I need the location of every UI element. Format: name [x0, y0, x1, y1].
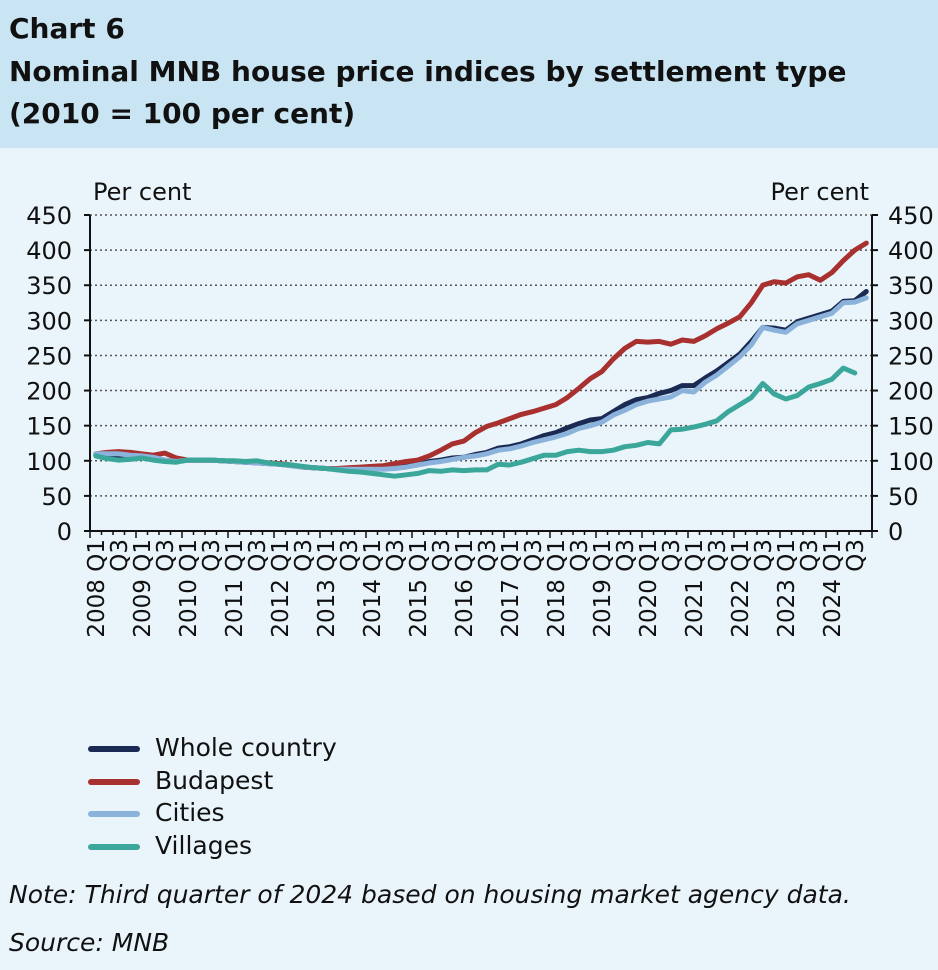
legend-label: Villages	[155, 830, 252, 860]
y-tick-label-left: 400	[26, 237, 72, 265]
x-tick-label: Q3	[337, 539, 363, 572]
y-tick-label-left: 100	[26, 448, 72, 476]
x-tick-label: Q3	[567, 539, 593, 572]
x-tick-label: Q3	[843, 539, 869, 572]
chart-title: Nominal MNB house price indices by settl…	[9, 55, 847, 88]
y-tick-label-right: 300	[888, 307, 934, 335]
y-tick-label-left: 0	[57, 518, 72, 546]
x-tick-label: 2018 Q1	[544, 539, 570, 638]
x-tick-label: Q3	[521, 539, 547, 572]
x-tick-label: Q3	[245, 539, 271, 572]
x-tick-label: 2019 Q1	[590, 539, 616, 638]
x-tick-label: Q3	[383, 539, 409, 572]
series-line-cities	[93, 295, 869, 472]
series-line-whole-country	[93, 289, 869, 472]
legend-swatch	[88, 811, 140, 817]
y-axis-label-left: Per cent	[93, 178, 191, 206]
y-tick-label-left: 50	[41, 483, 72, 511]
x-tick-label: 2020 Q1	[636, 539, 662, 638]
x-tick-label: Q3	[429, 539, 455, 572]
x-tick-label: Q3	[199, 539, 225, 572]
legend-item-villages: Villages	[88, 829, 408, 862]
x-tick-label: Q3	[659, 539, 685, 572]
source-note: Source: MNB	[9, 928, 170, 957]
x-tick-label: 2024 Q1	[820, 539, 846, 638]
legend-label: Budapest	[155, 765, 274, 795]
y-tick-label-left: 250	[26, 342, 72, 370]
chart-number: Chart 6	[9, 12, 125, 45]
y-tick-label-left: 300	[26, 307, 72, 335]
x-tick-label: 2012 Q1	[268, 539, 294, 638]
x-tick-label: Q3	[153, 539, 179, 572]
legend-swatch	[88, 843, 140, 850]
legend-label: Cities	[155, 798, 225, 827]
x-tick-label: Q3	[797, 539, 823, 572]
legend-item-budapest: Budapest	[88, 764, 408, 797]
axes: 0 0 50 50 100 100 150 150 200 200 250 250 300 300 350 3…	[26, 202, 934, 638]
y-tick-label-left: 450	[26, 202, 72, 230]
x-tick-label: Q3	[613, 539, 639, 572]
x-tick-label: 2011 Q1	[222, 539, 248, 638]
chart-area: 0 0 50 50 100 100 150 150 200 200 250 250 300 300 350 3…	[0, 148, 938, 728]
x-tick-label: 2008 Q1	[84, 539, 110, 638]
legend: Whole country Budapest Cities Villages	[88, 731, 408, 861]
y-tick-label-right: 100	[888, 448, 934, 476]
y-tick-label-right: 450	[888, 202, 934, 230]
y-tick-label-right: 200	[888, 378, 934, 406]
series-line-villages	[93, 365, 858, 479]
x-tick-label: 2015 Q1	[406, 539, 432, 638]
x-tick-label: Q3	[751, 539, 777, 572]
y-tick-label-right: 350	[888, 272, 934, 300]
chart-subtitle: (2010 = 100 per cent)	[9, 97, 356, 130]
y-tick-label-right: 0	[888, 518, 903, 546]
line-chart: 0 0 50 50 100 100 150 150 200 200 250 250 300 300 350 3…	[26, 178, 934, 638]
y-tick-label-right: 250	[888, 342, 934, 370]
y-axis-label-right: Per cent	[771, 178, 869, 206]
x-tick-label: 2013 Q1	[314, 539, 340, 638]
series-lines	[93, 240, 869, 479]
x-tick-label: Q3	[705, 539, 731, 572]
x-tick-label: Q3	[107, 539, 133, 572]
y-tick-label-right: 50	[888, 483, 919, 511]
legend-item-cities: Cities	[88, 796, 408, 829]
footnote: Note: Third quarter of 2024 based on hou…	[9, 880, 851, 909]
legend-item-whole-country: Whole country	[88, 731, 408, 764]
legend-swatch	[88, 778, 140, 785]
y-tick-label-left: 350	[26, 272, 72, 300]
x-tick-label: 2014 Q1	[360, 539, 386, 638]
y-tick-label-left: 150	[26, 413, 72, 441]
x-tick-label: 2017 Q1	[498, 539, 524, 638]
legend-swatch	[88, 746, 140, 752]
x-tick-label: 2023 Q1	[774, 539, 800, 638]
x-tick-label: 2022 Q1	[728, 539, 754, 638]
x-tick-label: Q3	[291, 539, 317, 572]
y-tick-label-left: 200	[26, 378, 72, 406]
x-tick-label: 2009 Q1	[130, 539, 156, 638]
x-tick-label: 2016 Q1	[452, 539, 478, 638]
chart-header: Chart 6 Nominal MNB house price indices …	[0, 0, 938, 148]
x-tick-label: Q3	[475, 539, 501, 572]
x-tick-label: 2021 Q1	[682, 539, 708, 638]
y-tick-label-right: 400	[888, 237, 934, 265]
y-tick-label-right: 150	[888, 413, 934, 441]
x-tick-label: 2010 Q1	[176, 539, 202, 638]
legend-label: Whole country	[155, 733, 337, 762]
